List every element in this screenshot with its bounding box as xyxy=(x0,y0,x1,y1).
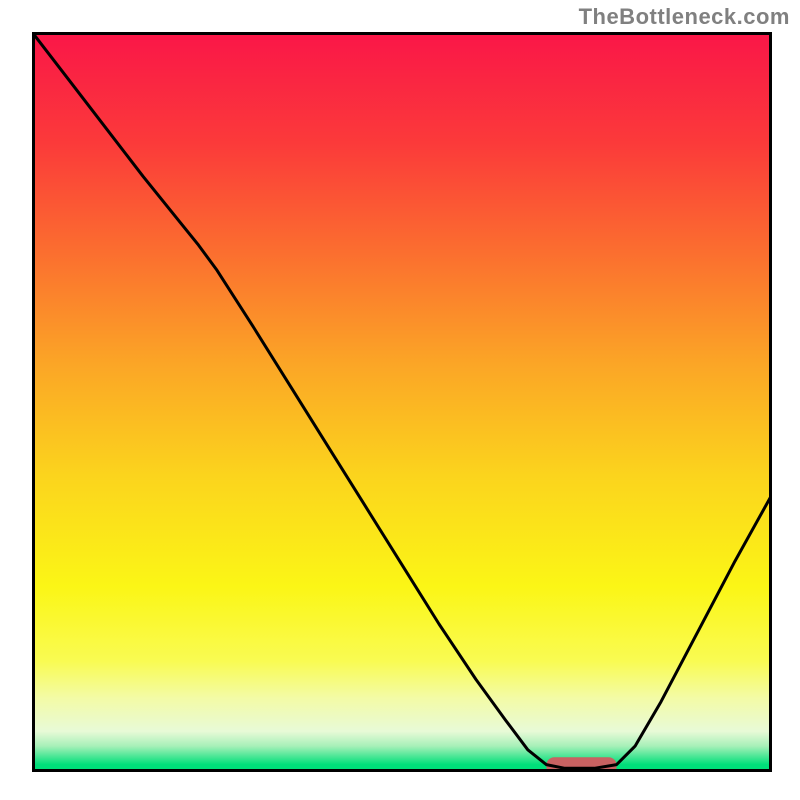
watermark-text: TheBottleneck.com xyxy=(579,4,790,30)
plot-area xyxy=(32,32,772,772)
gradient-background xyxy=(32,32,772,772)
bottleneck-chart: TheBottleneck.com xyxy=(0,0,800,800)
chart-svg xyxy=(32,32,772,772)
